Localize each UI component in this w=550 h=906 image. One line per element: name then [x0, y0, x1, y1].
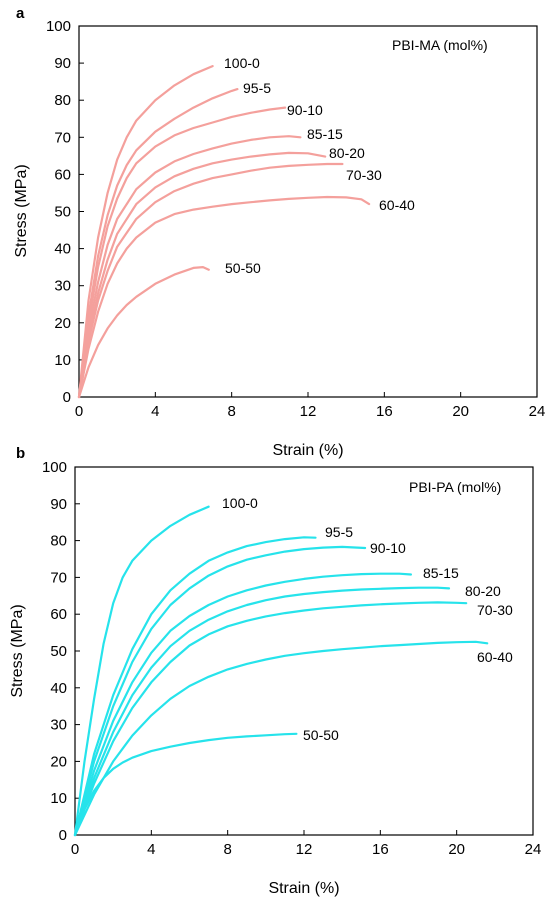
x-tick-label: 24	[529, 403, 546, 420]
curve-100-0	[77, 65, 214, 399]
curve-95-5	[73, 536, 317, 837]
y-tick-label: 40	[50, 680, 67, 697]
y-axis-title-b: Stress (MPa)	[9, 604, 26, 697]
x-tick-label: 4	[147, 841, 155, 858]
y-tick-label: 80	[54, 92, 71, 109]
y-tick-label: 0	[59, 827, 67, 844]
y-tick-label: 20	[50, 753, 67, 770]
curve-85-15	[77, 135, 302, 399]
y-tick-label: 10	[50, 790, 67, 807]
curves-a	[77, 65, 371, 399]
x-tick-label: 16	[376, 403, 393, 420]
plot-frame-a	[78, 25, 538, 398]
curve-85-15	[73, 572, 412, 837]
y-tick-label: 90	[54, 55, 71, 72]
curve-50-50	[77, 266, 210, 399]
x-tick-label: 0	[71, 841, 79, 858]
x-tick-label: 20	[448, 841, 465, 858]
y-tick-label: 40	[54, 241, 71, 258]
y-tick-label: 100	[42, 459, 67, 476]
curve-label-90-10: 90-10	[370, 540, 406, 556]
y-tick-label: 50	[50, 643, 67, 660]
x-tick-label: 4	[151, 403, 159, 420]
y-tick-label: 30	[54, 278, 71, 295]
curve-label-60-40: 60-40	[477, 649, 513, 665]
y-tick-label: 30	[50, 717, 67, 734]
y-tick-label: 80	[50, 533, 67, 550]
curve-labels-b: 100-0 95-5 90-10 85-15 80-20 70-30 60-40…	[222, 495, 513, 743]
curve-60-40	[73, 640, 489, 837]
curve-label-90-10: 90-10	[287, 102, 323, 118]
x-axis-title-b: Strain (%)	[268, 880, 339, 897]
y-tick-label: 70	[54, 129, 71, 146]
x-tick-label: 12	[300, 403, 317, 420]
curve-label-85-15: 85-15	[307, 126, 343, 142]
curve-label-95-5: 95-5	[243, 80, 271, 96]
curve-80-20	[73, 586, 451, 837]
y-tick-label: 70	[50, 569, 67, 586]
curve-60-40	[77, 195, 371, 399]
ticks-a: 0 4 8 12 16 20 24 0 10 20 30 40 50 60 70 80 90 100	[46, 18, 545, 420]
legend-title-a: PBI-MA (mol%)	[392, 37, 488, 53]
ticks-b: 0 4 8 12 16 20 24 0 10 20 30 40 50 60 70 80 90 100	[42, 459, 541, 858]
curve-label-100-0: 100-0	[224, 55, 260, 71]
curve-label-50-50: 50-50	[303, 727, 339, 743]
y-tick-label: 0	[63, 389, 71, 406]
y-tick-label: 60	[50, 606, 67, 623]
panel-a: a PBI-MA (mol%) Strain (%) Stress (MPa) …	[13, 5, 545, 459]
panel-b: b PBI-PA (mol%) Strain (%) Stress (MPa) …	[9, 445, 541, 897]
curve-label-70-30: 70-30	[346, 167, 382, 183]
x-tick-label: 16	[372, 841, 389, 858]
curve-label-70-30: 70-30	[477, 602, 513, 618]
x-tick-label: 8	[227, 403, 235, 420]
curve-label-80-20: 80-20	[465, 583, 501, 599]
curve-100-0	[73, 505, 210, 837]
curve-labels-a: 100-0 95-5 90-10 85-15 80-20 70-30 60-40…	[224, 55, 415, 276]
curve-label-95-5: 95-5	[325, 524, 353, 540]
curve-90-10	[77, 106, 287, 399]
curve-70-30	[77, 162, 344, 399]
curve-95-5	[77, 88, 239, 399]
y-axis-title-a: Stress (MPa)	[13, 164, 30, 257]
y-tick-label: 20	[54, 315, 71, 332]
x-axis-title-a: Strain (%)	[272, 442, 343, 459]
x-tick-label: 12	[296, 841, 313, 858]
curve-80-20	[77, 151, 327, 399]
panel-letter-b: b	[16, 445, 25, 462]
curve-label-50-50: 50-50	[225, 260, 261, 276]
y-tick-label: 90	[50, 496, 67, 513]
y-tick-label: 50	[54, 204, 71, 221]
curve-70-30	[73, 601, 468, 837]
panel-letter-a: a	[16, 5, 25, 22]
x-tick-label: 24	[525, 841, 542, 858]
curve-label-60-40: 60-40	[379, 197, 415, 213]
x-tick-label: 0	[75, 403, 83, 420]
curve-50-50	[73, 732, 298, 837]
plot-frame-b	[74, 466, 534, 836]
x-tick-label: 8	[223, 841, 231, 858]
y-tick-label: 100	[46, 18, 71, 35]
curves-b	[73, 505, 489, 837]
y-tick-label: 10	[54, 352, 71, 369]
curve-label-80-20: 80-20	[329, 145, 365, 161]
x-tick-label: 20	[452, 403, 469, 420]
curve-90-10	[73, 545, 367, 837]
legend-title-b: PBI-PA (mol%)	[409, 479, 501, 495]
curve-label-85-15: 85-15	[423, 565, 459, 581]
curve-label-100-0: 100-0	[222, 495, 258, 511]
y-tick-label: 60	[54, 166, 71, 183]
